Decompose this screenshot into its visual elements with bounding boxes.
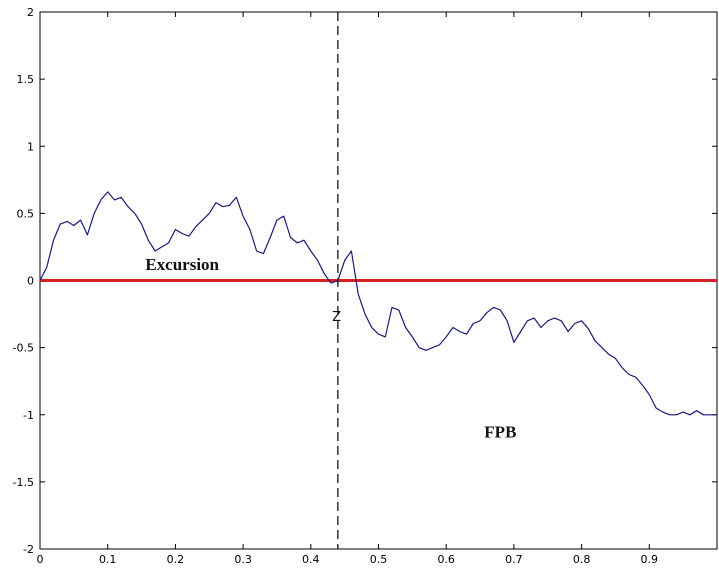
x-tick-label: 0.3 — [234, 553, 252, 566]
x-tick-label: 0.8 — [573, 553, 591, 566]
x-tick-label: 0.2 — [167, 553, 185, 566]
x-tick-label: 0.4 — [302, 553, 320, 566]
x-axis-ticks — [39, 12, 650, 549]
annotation-excursion: Excursion — [145, 255, 219, 274]
x-tick-label: 0.1 — [99, 553, 117, 566]
y-tick-label: 2 — [27, 6, 34, 19]
x-tick-label: 0.5 — [370, 553, 388, 566]
annotation-fpb: FPB — [484, 423, 516, 442]
excursion-series-line — [39, 191, 717, 416]
x-tick-label: 0.6 — [437, 553, 455, 566]
y-tick-label: 1.5 — [17, 73, 35, 86]
y-tick-label: 0 — [27, 275, 34, 288]
y-tick-label: -2 — [23, 543, 34, 556]
y-tick-label: 1 — [27, 140, 34, 153]
reference-lines — [40, 12, 717, 549]
x-axis-tick-labels: 0 0.1 0.2 0.3 0.4 0.5 0.6 0.7 0.8 0.9 — [37, 553, 659, 566]
y-tick-label: -1.5 — [13, 476, 34, 489]
y-tick-label: -1 — [23, 409, 34, 422]
x-tick-label: 0.9 — [641, 553, 659, 566]
y-axis-tick-labels: 2 1.5 1 0.5 0 -0.5 -1 -1.5 -2 — [13, 6, 34, 556]
x-tick-label: 0 — [37, 553, 44, 566]
y-tick-label: 0.5 — [17, 207, 35, 220]
annotation-zero-crossing: Z — [332, 310, 341, 325]
x-tick-label: 0.7 — [505, 553, 523, 566]
y-tick-label: -0.5 — [13, 342, 34, 355]
